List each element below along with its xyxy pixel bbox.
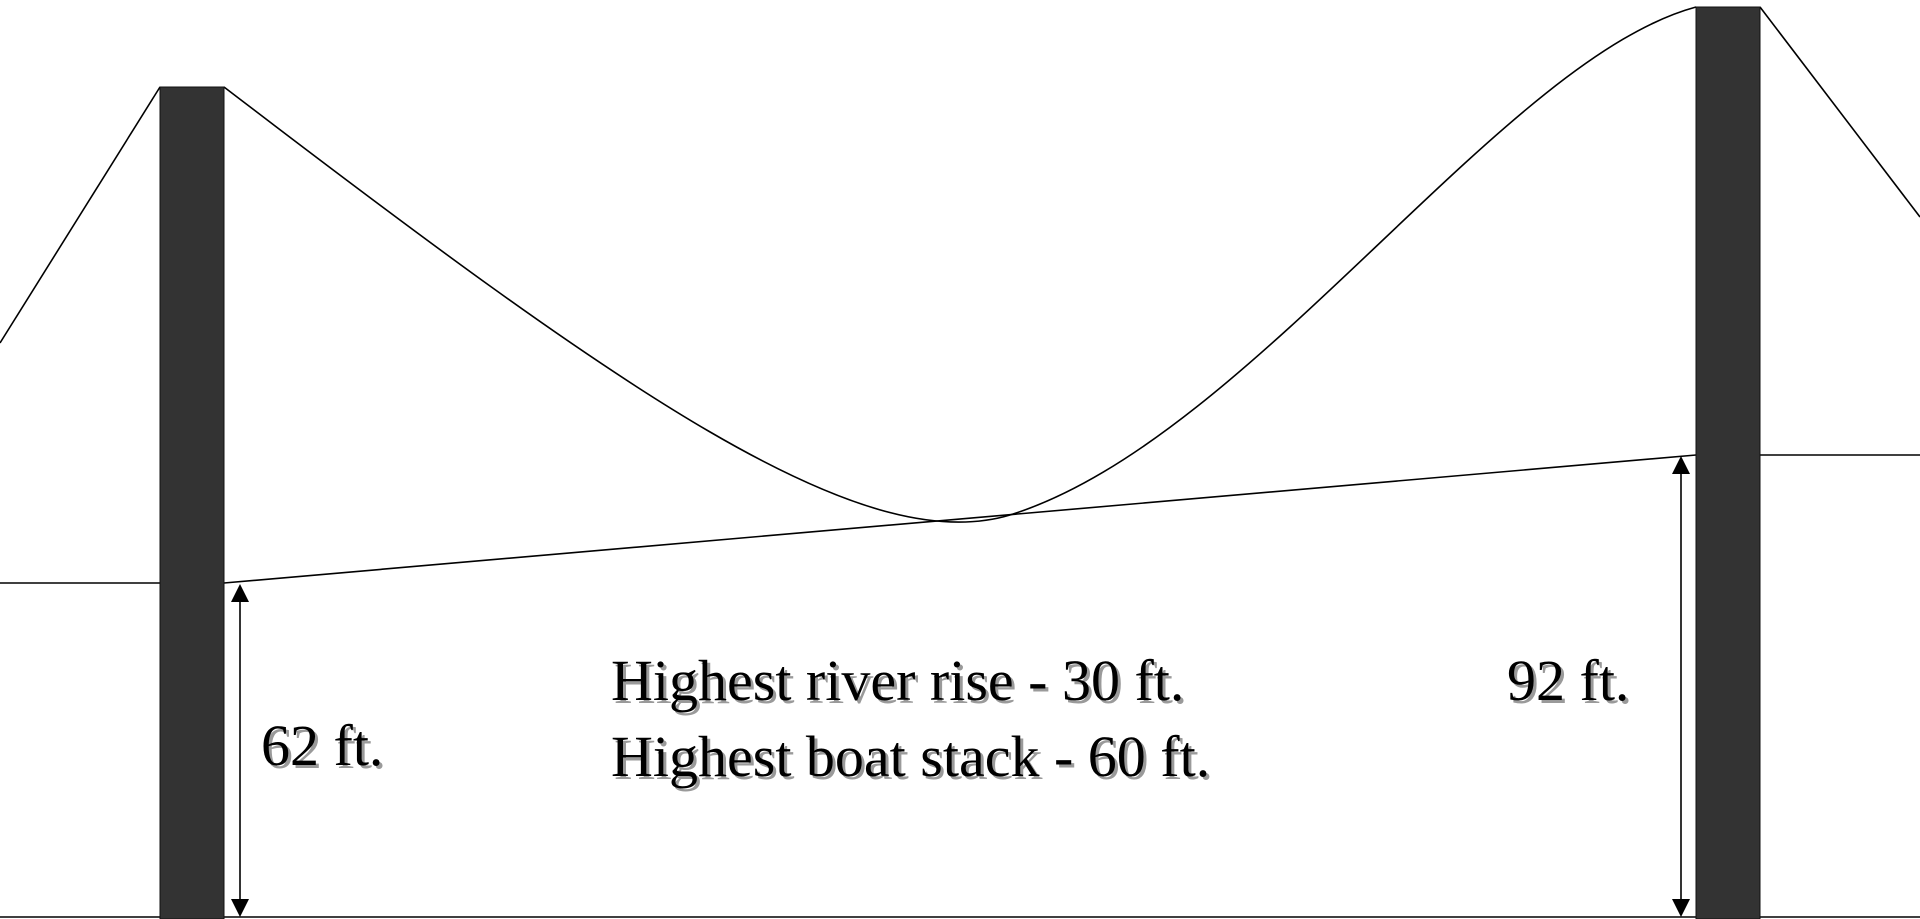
right-tower xyxy=(1695,6,1761,919)
right-arrow-down-head xyxy=(1672,899,1690,917)
left-clearance-label-shadow: 62 ft. xyxy=(264,716,386,781)
right-clearance-arrow xyxy=(1672,456,1690,917)
right-arrow-up-head xyxy=(1672,456,1690,474)
right-clearance-label: 92 ft. xyxy=(1507,648,1629,713)
river-rise-note-shadow: Highest river rise - 30 ft. xyxy=(614,651,1187,716)
main-suspension-cable xyxy=(223,6,1697,523)
left-arrow-down-head xyxy=(231,899,249,917)
left-backstay-cable xyxy=(0,86,161,344)
bridge-deck xyxy=(223,454,1697,584)
river-rise-note: Highest river rise - 30 ft. xyxy=(611,648,1184,713)
left-clearance-label: 62 ft. xyxy=(261,713,383,778)
right-backstay-cable xyxy=(1759,6,1920,218)
left-clearance-arrow xyxy=(231,584,249,917)
boat-stack-note-shadow: Highest boat stack - 60 ft. xyxy=(614,727,1213,792)
boat-stack-note: Highest boat stack - 60 ft. xyxy=(611,724,1210,789)
left-arrow-up-head xyxy=(231,584,249,602)
right-clearance-label-shadow: 92 ft. xyxy=(1510,651,1632,716)
left-tower xyxy=(159,86,225,919)
